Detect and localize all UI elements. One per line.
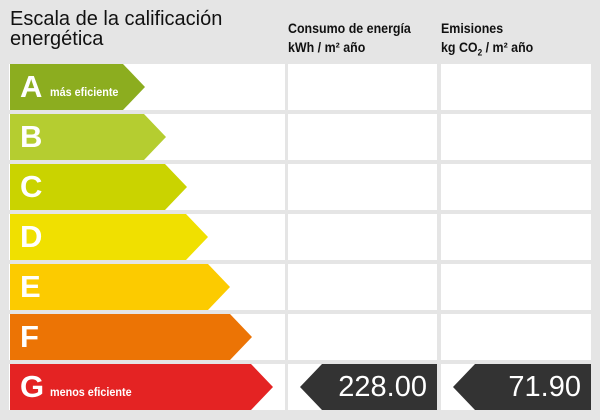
emisiones-cell — [441, 164, 591, 210]
rating-letter: C — [20, 169, 43, 204]
rating-row: A más eficiente — [9, 64, 285, 110]
unit-post: / m² año — [482, 40, 534, 55]
rating-row: G menos eficiente — [9, 364, 285, 410]
unit-sub: 2 — [477, 47, 483, 58]
rating-letter: F — [20, 319, 39, 354]
rating-letter: E — [20, 269, 41, 304]
emisiones-value-tag: 71.90 — [453, 364, 591, 410]
rating-row: B — [9, 114, 285, 160]
consumo-unit: kWh / m² año — [288, 40, 366, 55]
emisiones-cell — [441, 264, 591, 310]
emisiones-cell — [441, 214, 591, 260]
rating-sublabel: menos eficiente — [50, 385, 132, 399]
consumo-header: Consumo de energía kWh / m² año — [288, 19, 411, 57]
rating-row: C — [9, 164, 285, 210]
unit-pre: kg CO — [441, 40, 478, 55]
rating-bar-a: A más eficiente — [10, 64, 145, 110]
consumo-cell — [288, 64, 437, 110]
emisiones-cell — [441, 64, 591, 110]
consumo-label: Consumo de energía — [288, 21, 411, 36]
rating-row: D — [9, 214, 285, 260]
page-title: Escala de la calificación energética — [10, 8, 223, 50]
emisiones-label: Emisiones — [441, 21, 504, 36]
consumo-cell — [288, 214, 437, 260]
rating-letter: D — [20, 219, 43, 254]
emisiones-cell — [441, 114, 591, 160]
emisiones-header: Emisiones kg CO2 / m² año — [441, 19, 533, 63]
rating-bar-d: D — [10, 214, 208, 260]
consumo-cell — [288, 164, 437, 210]
consumo-cell — [288, 264, 437, 310]
rating-bar-e: E — [10, 264, 230, 310]
rating-row: E — [9, 264, 285, 310]
emisiones-cell — [441, 314, 591, 360]
consumo-value-tag: 228.00 — [300, 364, 437, 410]
rating-bar-b: B — [10, 114, 166, 160]
rating-bar-f: F — [10, 314, 252, 360]
rating-letter: B — [20, 119, 43, 154]
rating-bar-c: C — [10, 164, 187, 210]
rating-bar-g: G menos eficiente — [10, 364, 273, 410]
rating-letter: G — [20, 369, 45, 404]
rating-row: F — [9, 314, 285, 360]
rating-letter: A — [20, 69, 43, 104]
rating-sublabel: más eficiente — [50, 85, 119, 99]
consumo-cell — [288, 114, 437, 160]
emisiones-unit: kg CO2 / m² año — [441, 38, 533, 63]
consumo-cell — [288, 314, 437, 360]
